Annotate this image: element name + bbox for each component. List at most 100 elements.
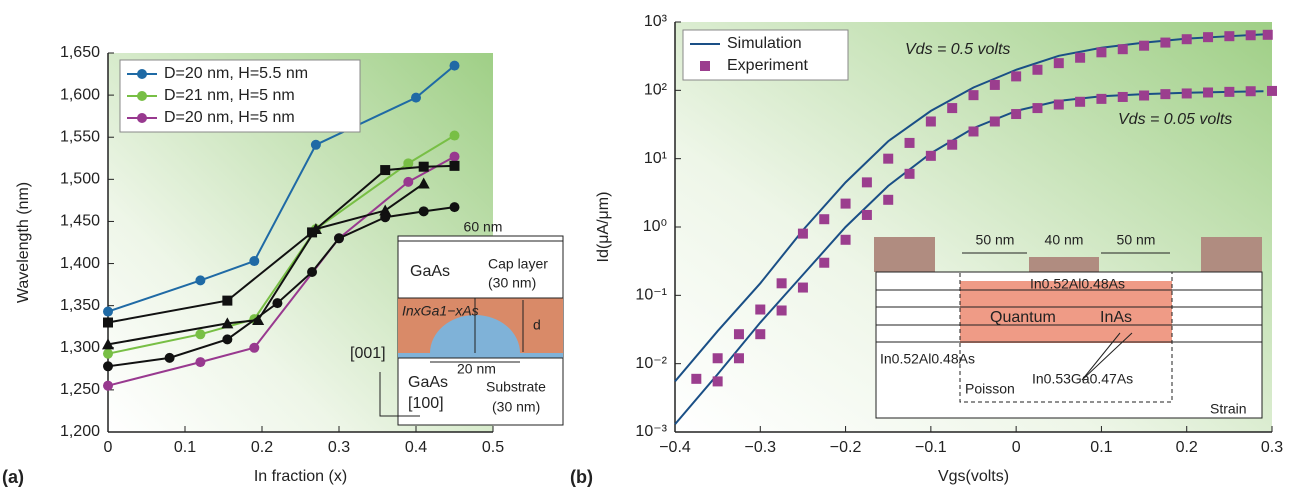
marker xyxy=(1160,37,1171,48)
marker xyxy=(1053,99,1064,110)
annotation: (30 nm) xyxy=(488,275,536,291)
marker xyxy=(103,348,113,359)
marker xyxy=(776,305,787,316)
annotation: d xyxy=(533,317,541,333)
series-line xyxy=(107,164,455,324)
marker xyxy=(221,317,234,329)
y-tick-label: 10¹ xyxy=(644,150,667,167)
inset-diagram: 50 nm 40 nm 50 nm In0.52Al0.48As Quantum… xyxy=(874,232,1263,419)
arrow xyxy=(1081,332,1121,381)
annotation: 60 nm xyxy=(464,219,503,235)
contact xyxy=(1201,237,1262,272)
marker xyxy=(733,329,744,340)
x-tick-label: 0 xyxy=(1012,439,1021,456)
marker xyxy=(1139,40,1150,51)
marker xyxy=(102,338,114,350)
marker xyxy=(968,90,979,101)
y-tick-label: 1,450 xyxy=(60,213,100,230)
y-axis-label: Id(μA/μm) xyxy=(595,192,612,263)
marker xyxy=(403,158,414,169)
legend-marker xyxy=(137,113,147,123)
y-tick-label: 10³ xyxy=(644,13,668,30)
legend-label: D=20 nm, H=5.5 nm xyxy=(164,65,308,82)
marker xyxy=(222,295,233,306)
legend-marker xyxy=(700,61,710,71)
marker xyxy=(947,139,958,150)
annotation: 50 nm xyxy=(976,232,1015,248)
marker xyxy=(1032,103,1043,114)
marker xyxy=(418,206,429,217)
contact xyxy=(1029,257,1099,272)
marker xyxy=(712,376,723,387)
marker xyxy=(819,257,830,268)
marker xyxy=(103,306,113,317)
x-tick-label: 0.5 xyxy=(482,439,504,456)
marker xyxy=(712,353,723,364)
marker xyxy=(1262,29,1273,40)
marker xyxy=(1075,96,1086,107)
marker xyxy=(861,209,872,220)
marker xyxy=(1096,93,1107,104)
annotation: InxGa1−xAs xyxy=(402,303,479,319)
y-tick-label: 10⁻³ xyxy=(635,423,667,440)
y-axis-label: Wavelength (nm) xyxy=(15,182,32,303)
marker xyxy=(1181,88,1192,99)
x-tick-label: 0.4 xyxy=(405,439,427,456)
marker xyxy=(403,176,414,187)
marker xyxy=(947,103,958,114)
y-tick-label: 1,650 xyxy=(60,44,100,61)
annotation: Quantum xyxy=(990,309,1056,326)
x-tick-label: −0.3 xyxy=(744,439,776,456)
marker xyxy=(449,130,460,141)
series-line xyxy=(674,33,1264,383)
marker xyxy=(195,275,206,286)
y-tick-label: 10⁻¹ xyxy=(635,287,667,304)
marker xyxy=(1224,31,1235,42)
legend-marker xyxy=(137,91,147,101)
y-tick-label: 1,200 xyxy=(60,423,100,440)
annotation: GaAs xyxy=(410,263,450,280)
marker xyxy=(249,342,260,353)
panel-label: (a) xyxy=(2,467,24,487)
x-tick-label: 0.3 xyxy=(328,439,350,456)
annotation: [001] xyxy=(350,345,386,362)
marker xyxy=(1096,47,1107,58)
marker xyxy=(840,234,851,245)
marker xyxy=(309,223,322,235)
marker xyxy=(195,329,206,340)
annotation: In0.52Al0.48As xyxy=(1030,276,1125,292)
marker xyxy=(222,334,233,345)
marker xyxy=(819,214,830,225)
marker xyxy=(449,60,460,71)
marker xyxy=(989,116,1000,127)
marker xyxy=(1032,64,1043,75)
x-axis-label: In fraction (x) xyxy=(254,468,347,485)
marker xyxy=(861,177,872,188)
marker xyxy=(103,380,113,391)
legend-box xyxy=(119,59,361,133)
marker xyxy=(840,198,851,209)
series-line xyxy=(107,134,456,355)
contact xyxy=(874,237,935,272)
y-tick-label: 1,600 xyxy=(60,86,100,103)
y-tick-label: 1,400 xyxy=(60,255,100,272)
legend-label: Simulation xyxy=(727,35,802,52)
marker xyxy=(904,137,915,148)
arrow xyxy=(1081,332,1133,381)
marker xyxy=(1245,30,1256,41)
annotation: Strain xyxy=(1210,401,1247,417)
marker xyxy=(1075,52,1086,63)
annotation: Vds = 0.5 volts xyxy=(905,41,1010,58)
marker xyxy=(691,373,702,384)
marker xyxy=(1181,34,1192,45)
marker xyxy=(449,160,460,171)
marker xyxy=(252,313,265,325)
annotation: Substrate xyxy=(486,379,546,395)
marker xyxy=(103,317,113,328)
annotation: [100] xyxy=(408,395,444,412)
marker xyxy=(449,151,460,162)
y-tick-label: 1,300 xyxy=(60,339,100,356)
x-tick-label: 0 xyxy=(104,439,113,456)
marker xyxy=(883,153,894,164)
annotation: 50 nm xyxy=(1117,232,1156,248)
